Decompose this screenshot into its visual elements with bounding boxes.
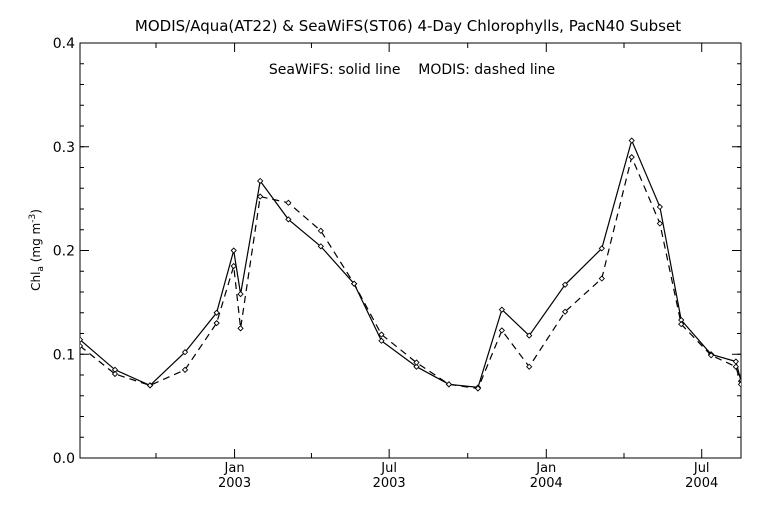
data-point-seawifs — [237, 290, 244, 298]
series-seawifs — [80, 137, 741, 391]
series-line-modis — [80, 155, 741, 390]
chart-title: MODIS/Aqua(AT22) & SeaWiFS(ST06) 4-Day C… — [135, 17, 681, 35]
plot-frame-rect — [79, 42, 742, 459]
x-tick-month-label: Jan — [535, 461, 556, 476]
legend-annotation: SeaWiFS: solid line MODIS: dashed line — [269, 62, 555, 78]
data-point-seawifs — [378, 337, 385, 344]
data-point-modis — [213, 319, 220, 327]
x-tick-month-label: Jul — [693, 461, 710, 476]
data-point-modis — [628, 153, 635, 161]
series-layer — [80, 137, 741, 392]
data-point-seawifs — [181, 349, 189, 356]
data-point-modis — [474, 385, 482, 392]
data-point-seawifs — [628, 137, 635, 144]
data-point-seawifs — [526, 332, 533, 339]
data-point-modis — [445, 381, 453, 388]
data-point-seawifs — [80, 336, 84, 343]
data-point-modis — [526, 363, 533, 370]
data-point-seawifs — [317, 243, 324, 250]
data-point-modis — [146, 382, 154, 389]
data-point-modis — [732, 363, 740, 370]
data-point-seawifs — [656, 203, 664, 211]
data-point-modis — [237, 325, 244, 332]
data-point-modis — [285, 199, 292, 206]
data-point-seawifs — [257, 177, 264, 185]
x-tick-year-label: 2004 — [530, 476, 563, 491]
x-tick-year-label: 2003 — [218, 476, 251, 491]
data-point-seawifs — [732, 358, 740, 365]
series-line-seawifs — [80, 138, 741, 389]
y-tick-label: 0.3 — [53, 140, 75, 156]
data-point-modis — [707, 352, 715, 359]
data-point-modis — [737, 381, 741, 388]
data-point-modis — [378, 331, 385, 338]
data-point-modis — [678, 321, 685, 328]
data-point-modis — [413, 359, 420, 366]
data-point-seawifs — [230, 247, 237, 254]
data-point-modis — [317, 227, 324, 234]
data-point-seawifs — [498, 306, 506, 313]
x-tick-year-label: 2004 — [685, 476, 718, 491]
data-point-modis — [111, 370, 119, 378]
data-point-seawifs — [413, 363, 420, 370]
x-tick-month-label: Jan — [224, 461, 245, 476]
plot-frame — [79, 42, 742, 459]
data-point-seawifs — [111, 366, 119, 373]
x-tick-year-label: 2003 — [373, 476, 406, 491]
data-point-modis — [80, 342, 84, 350]
data-point-modis — [230, 262, 237, 270]
data-point-seawifs — [561, 281, 569, 288]
data-point-modis — [498, 327, 506, 334]
series-modis — [80, 153, 741, 392]
data-point-modis — [561, 308, 569, 315]
y-tick-label: 0.1 — [53, 347, 75, 363]
data-point-modis — [598, 275, 605, 282]
y-tick-label: 0.2 — [53, 244, 75, 260]
y-axis-label-text: Chla (mg m-3) — [28, 209, 46, 291]
y-axis-label: Chla (mg m-3) — [28, 209, 46, 291]
x-tick-month-label: Jul — [380, 461, 397, 476]
y-tick-label: 0.0 — [53, 451, 75, 467]
data-point-seawifs — [285, 216, 292, 223]
data-point-seawifs — [598, 245, 605, 252]
y-axis-ticks: 0.0 0.1 0.2 0.3 0.4 — [53, 36, 741, 467]
data-point-modis — [181, 366, 189, 373]
data-point-modis — [656, 220, 664, 227]
data-point-modis — [257, 193, 264, 200]
y-tick-label: 0.4 — [53, 36, 75, 52]
data-point-modis — [350, 280, 358, 287]
